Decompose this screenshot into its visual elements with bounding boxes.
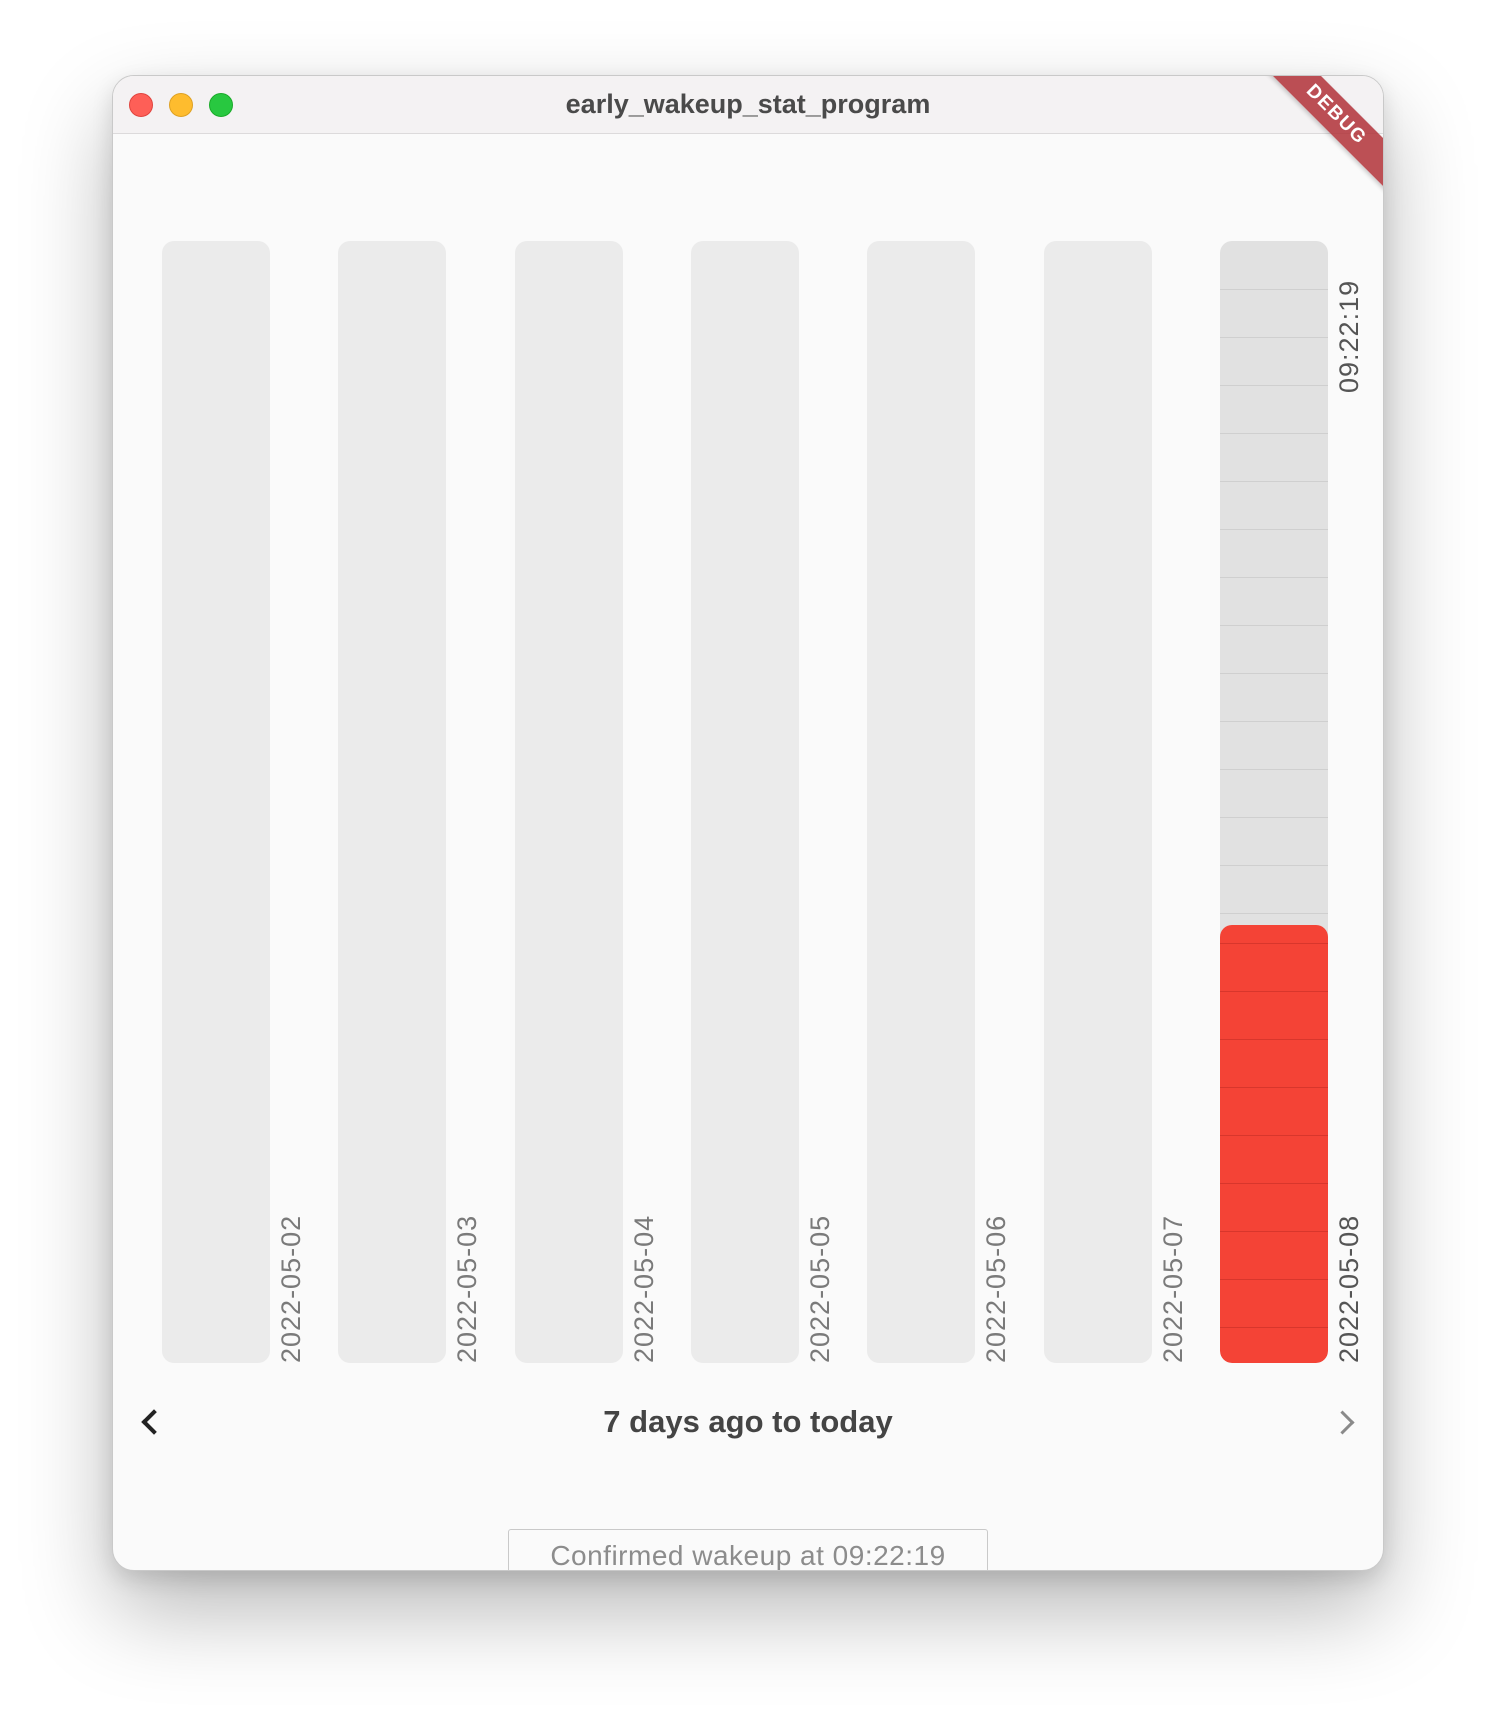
grid-line	[1220, 577, 1328, 578]
wakeup-time-label: 09:22:19	[1334, 243, 1364, 393]
bar-track-2022-05-05	[691, 241, 799, 1363]
grid-line	[1220, 913, 1328, 914]
grid-line	[1220, 289, 1328, 290]
bar-track-2022-05-02	[162, 241, 270, 1363]
main-content: 2022-05-02 2022-05-03 2022-05-04 2022-05-05…	[113, 134, 1383, 1570]
wakeup-time-text: 09:22:19	[1334, 279, 1364, 393]
bar-track-2022-05-06	[867, 241, 975, 1363]
range-label: 7 days ago to today	[603, 1404, 893, 1439]
grid-line	[1220, 1087, 1328, 1088]
date-label-text: 2022-05-04	[629, 1214, 659, 1363]
bar-track-2022-05-04	[515, 241, 623, 1363]
date-label-2022-05-05: 2022-05-05	[805, 1193, 835, 1363]
minimize-window-button[interactable]	[169, 93, 193, 117]
range-navigation: 7 days ago to today	[113, 1392, 1383, 1452]
grid-line	[1220, 433, 1328, 434]
grid-line	[1220, 337, 1328, 338]
title-bar: early_wakeup_stat_program	[113, 76, 1383, 134]
grid-line	[1220, 1039, 1328, 1040]
date-label-2022-05-08: 2022-05-08	[1334, 1193, 1364, 1363]
date-label-2022-05-07: 2022-05-07	[1158, 1193, 1188, 1363]
app-window: early_wakeup_stat_program 2022-05-02 2022…	[112, 75, 1384, 1571]
date-label-text: 2022-05-02	[276, 1214, 306, 1363]
maximize-window-button[interactable]	[209, 93, 233, 117]
grid-line	[1220, 769, 1328, 770]
grid-line	[1220, 529, 1328, 530]
date-label-2022-05-04: 2022-05-04	[629, 1193, 659, 1363]
grid-line	[1220, 865, 1328, 866]
grid-line	[1220, 721, 1328, 722]
grid-line	[1220, 625, 1328, 626]
grid-line	[1220, 481, 1328, 482]
date-label-text: 2022-05-08	[1334, 1214, 1364, 1363]
grid-line	[1220, 1135, 1328, 1136]
grid-line	[1220, 1279, 1328, 1280]
next-range-button[interactable]	[1317, 1392, 1367, 1452]
confirm-wakeup-button[interactable]: Confirmed wakeup at 09:22:19	[508, 1529, 988, 1570]
bar-track-2022-05-03	[338, 241, 446, 1363]
grid-line	[1220, 991, 1328, 992]
date-label-2022-05-06: 2022-05-06	[981, 1193, 1011, 1363]
date-label-text: 2022-05-06	[981, 1214, 1011, 1363]
date-label-2022-05-03: 2022-05-03	[452, 1193, 482, 1363]
grid-line	[1220, 385, 1328, 386]
grid-line	[1220, 673, 1328, 674]
bar-track-2022-05-08	[1220, 241, 1328, 1363]
date-label-text: 2022-05-03	[452, 1214, 482, 1363]
date-label-text: 2022-05-07	[1158, 1214, 1188, 1363]
chevron-right-icon	[1329, 1409, 1355, 1435]
window-title: early_wakeup_stat_program	[565, 89, 931, 119]
date-label-text: 2022-05-05	[805, 1214, 835, 1363]
bar-2022-05-08	[1220, 925, 1328, 1363]
bar-track-2022-05-07	[1044, 241, 1152, 1363]
grid-line	[1220, 943, 1328, 944]
grid-line	[1220, 1327, 1328, 1328]
date-label-2022-05-02: 2022-05-02	[276, 1193, 306, 1363]
grid-line	[1220, 817, 1328, 818]
close-window-button[interactable]	[129, 93, 153, 117]
grid-line	[1220, 1183, 1328, 1184]
grid-line	[1220, 1231, 1328, 1232]
